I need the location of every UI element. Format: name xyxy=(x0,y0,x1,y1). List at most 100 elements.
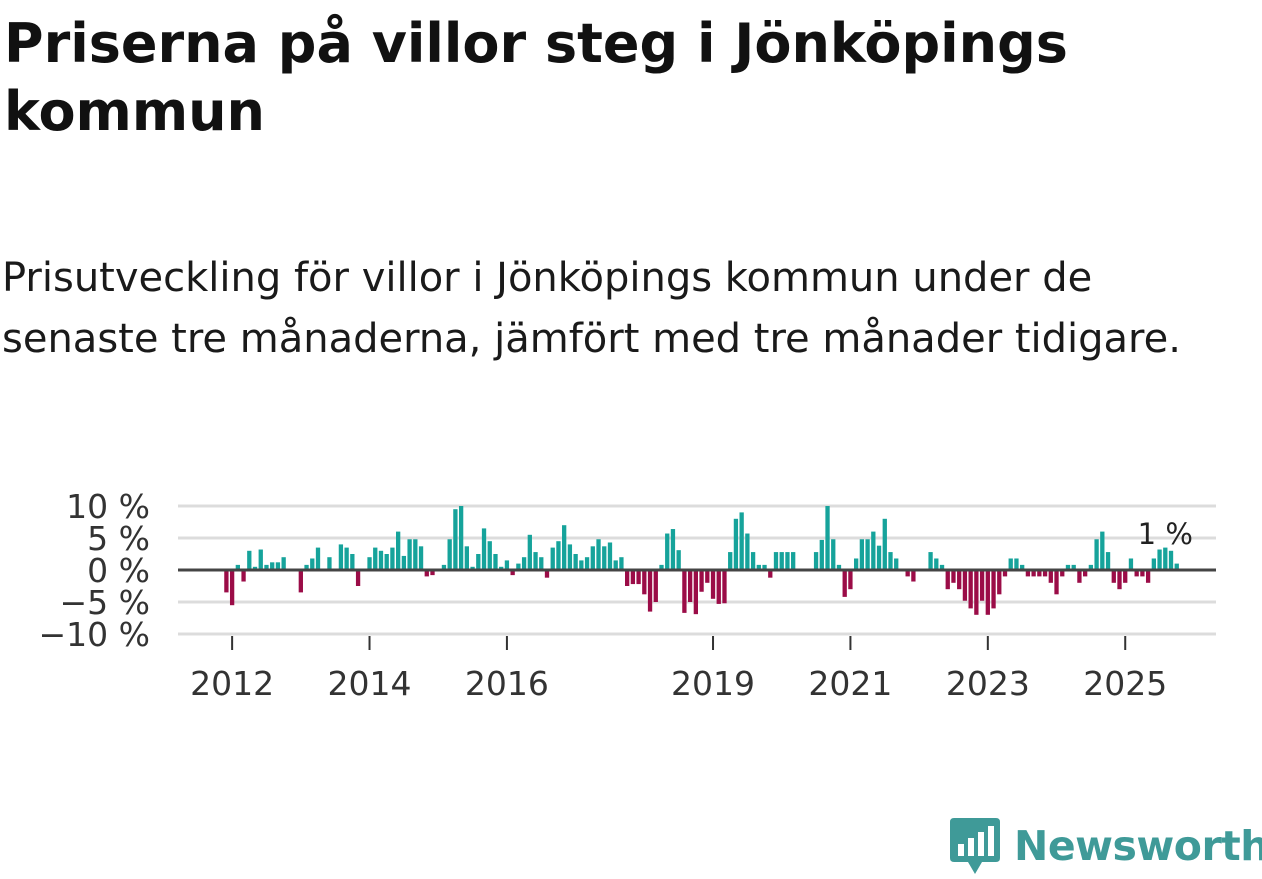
bar xyxy=(854,558,859,570)
bar xyxy=(1002,570,1008,577)
bar xyxy=(647,570,653,612)
bar xyxy=(779,552,784,570)
bar xyxy=(407,539,412,570)
bar xyxy=(596,539,601,570)
bar xyxy=(573,554,578,570)
bar xyxy=(1037,570,1042,577)
bar xyxy=(441,564,447,570)
bar xyxy=(344,547,349,570)
x-tick-label: 2014 xyxy=(328,664,412,703)
bar xyxy=(367,557,372,570)
bar xyxy=(705,570,710,583)
bar xyxy=(813,552,819,570)
bar xyxy=(951,570,956,583)
bar xyxy=(602,546,607,570)
bar xyxy=(327,557,332,570)
bar xyxy=(1008,558,1013,570)
bar xyxy=(842,570,847,597)
x-tick-label: 2021 xyxy=(808,664,892,703)
bar xyxy=(865,539,870,570)
bar xyxy=(378,550,384,570)
bar xyxy=(464,546,469,570)
bar xyxy=(728,552,733,570)
bar xyxy=(968,570,973,609)
bar xyxy=(939,564,945,570)
bar xyxy=(745,533,750,570)
bar xyxy=(258,549,263,570)
bar xyxy=(281,557,286,570)
bar xyxy=(264,564,269,570)
bar xyxy=(825,506,830,570)
bar xyxy=(224,570,229,593)
bar xyxy=(584,557,590,570)
y-axis: 10 %5 %0 %−5 %−10 % xyxy=(39,487,151,654)
bar xyxy=(819,539,824,570)
bar xyxy=(1145,570,1151,583)
bar xyxy=(1105,552,1111,570)
bar xyxy=(630,570,636,585)
y-tick-label: −5 % xyxy=(60,583,151,622)
bar xyxy=(562,525,567,570)
x-tick-label: 2023 xyxy=(946,664,1030,703)
bar xyxy=(373,547,378,570)
bar xyxy=(544,570,550,578)
bar xyxy=(1134,570,1139,577)
bar xyxy=(533,552,538,570)
bar xyxy=(882,518,887,570)
bar xyxy=(682,570,687,613)
newsworthy-logo: Newsworthy xyxy=(950,818,1262,874)
bar xyxy=(985,570,990,615)
bar xyxy=(991,570,996,609)
bar xyxy=(418,546,424,570)
bar xyxy=(499,566,504,570)
bar xyxy=(510,570,515,576)
bar xyxy=(613,560,618,570)
bar xyxy=(476,554,481,570)
bar xyxy=(453,509,458,570)
bar xyxy=(1157,549,1162,570)
bar xyxy=(659,564,664,570)
bar xyxy=(430,570,435,576)
bar xyxy=(1014,558,1019,570)
bar xyxy=(699,570,704,592)
bar xyxy=(739,512,744,570)
x-tick-label: 2016 xyxy=(465,664,549,703)
bar xyxy=(619,557,624,570)
bar xyxy=(962,570,968,601)
bar xyxy=(785,552,790,570)
bar xyxy=(670,529,676,570)
bar xyxy=(859,539,865,570)
bar xyxy=(338,544,344,570)
bar xyxy=(401,555,407,570)
bar xyxy=(1140,570,1145,577)
bar xyxy=(693,570,698,615)
bar xyxy=(722,570,727,604)
bar xyxy=(1025,570,1031,577)
bar xyxy=(1020,564,1025,570)
bar xyxy=(298,570,303,593)
bars xyxy=(224,506,1179,615)
page-title: Priserna på villor steg i Jönköpings kom… xyxy=(4,12,1068,143)
bar xyxy=(934,558,939,570)
bar xyxy=(1163,547,1168,570)
bar xyxy=(1094,539,1099,570)
bar xyxy=(458,506,464,570)
bar xyxy=(516,563,521,570)
latest-value-label: 1 % xyxy=(1138,517,1193,551)
bar xyxy=(1123,570,1128,583)
bar xyxy=(1088,564,1094,570)
bar xyxy=(1065,564,1071,570)
bar xyxy=(424,570,429,577)
bar xyxy=(270,562,275,570)
bar xyxy=(876,545,882,570)
bar xyxy=(1077,570,1082,583)
bar xyxy=(396,531,401,570)
bar xyxy=(836,564,842,570)
bar xyxy=(521,557,527,570)
bar xyxy=(539,557,544,570)
bar xyxy=(687,570,693,602)
bar xyxy=(1054,570,1059,595)
bar xyxy=(773,552,779,570)
bar xyxy=(413,539,418,570)
bar xyxy=(1031,570,1036,577)
